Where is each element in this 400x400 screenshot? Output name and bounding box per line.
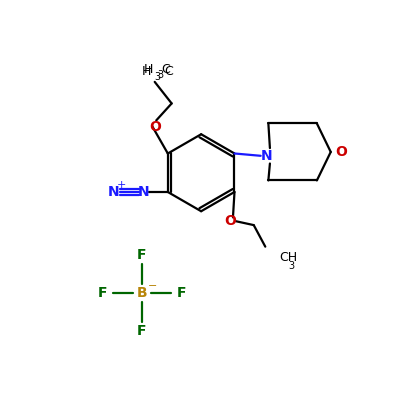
Text: N: N — [108, 185, 120, 199]
Text: C: C — [162, 63, 170, 76]
Text: F: F — [98, 286, 107, 300]
Text: H: H — [144, 63, 153, 76]
Text: O: O — [149, 120, 161, 134]
Text: −: − — [148, 281, 157, 291]
Text: F: F — [137, 324, 147, 338]
Text: +: + — [117, 180, 126, 190]
Text: O: O — [335, 145, 347, 159]
Text: N: N — [261, 149, 273, 163]
Text: F: F — [137, 248, 147, 262]
Text: N: N — [137, 185, 149, 199]
Text: F: F — [176, 286, 186, 300]
Text: H: H — [142, 65, 151, 78]
Text: CH: CH — [279, 251, 297, 264]
Text: 3: 3 — [288, 261, 294, 271]
Text: C: C — [164, 65, 173, 78]
Text: 3: 3 — [154, 72, 160, 82]
Text: O: O — [225, 214, 236, 228]
Text: B: B — [136, 286, 147, 300]
Text: 3: 3 — [157, 70, 163, 80]
